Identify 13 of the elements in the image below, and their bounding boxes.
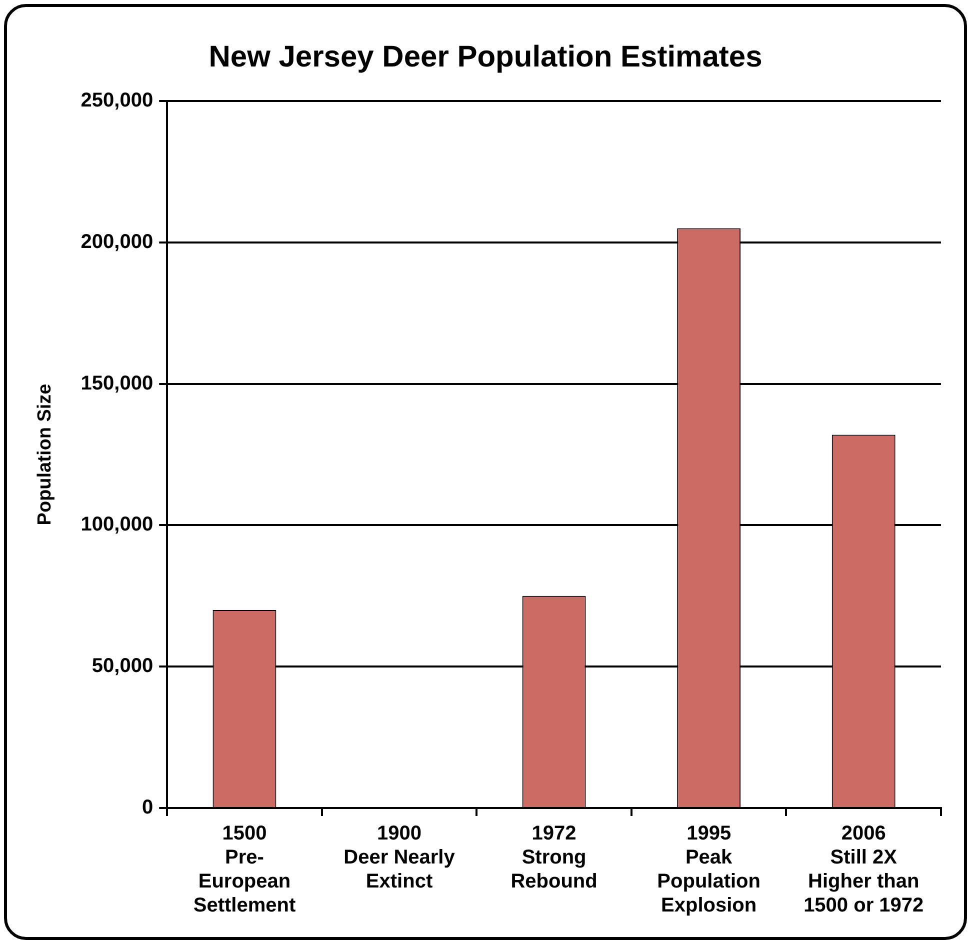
x-tick-label: 1972 Strong Rebound — [510, 822, 598, 893]
x-tick-label: 1995 Peak Population Explosion — [657, 822, 760, 917]
y-tick-label: 150,000 — [80, 372, 154, 394]
x-tick-label: 1900 Deer Nearly Extinct — [344, 822, 456, 893]
x-tick-label: 2006 Still 2X Higher than 1500 or 1972 — [804, 822, 924, 917]
y-tick-label: 250,000 — [80, 90, 154, 112]
y-tick-label: 50,000 — [92, 655, 154, 678]
y-tick-label: 100,000 — [80, 514, 154, 536]
y-tick-label: 200,000 — [80, 230, 154, 253]
y-axis-title: Population Size — [34, 384, 56, 526]
y-tick-label: 0 — [142, 796, 154, 819]
x-tick-label: 1500 Pre- European Settlement — [193, 822, 296, 917]
chart-title: New Jersey Deer Population Estimates — [208, 40, 762, 74]
